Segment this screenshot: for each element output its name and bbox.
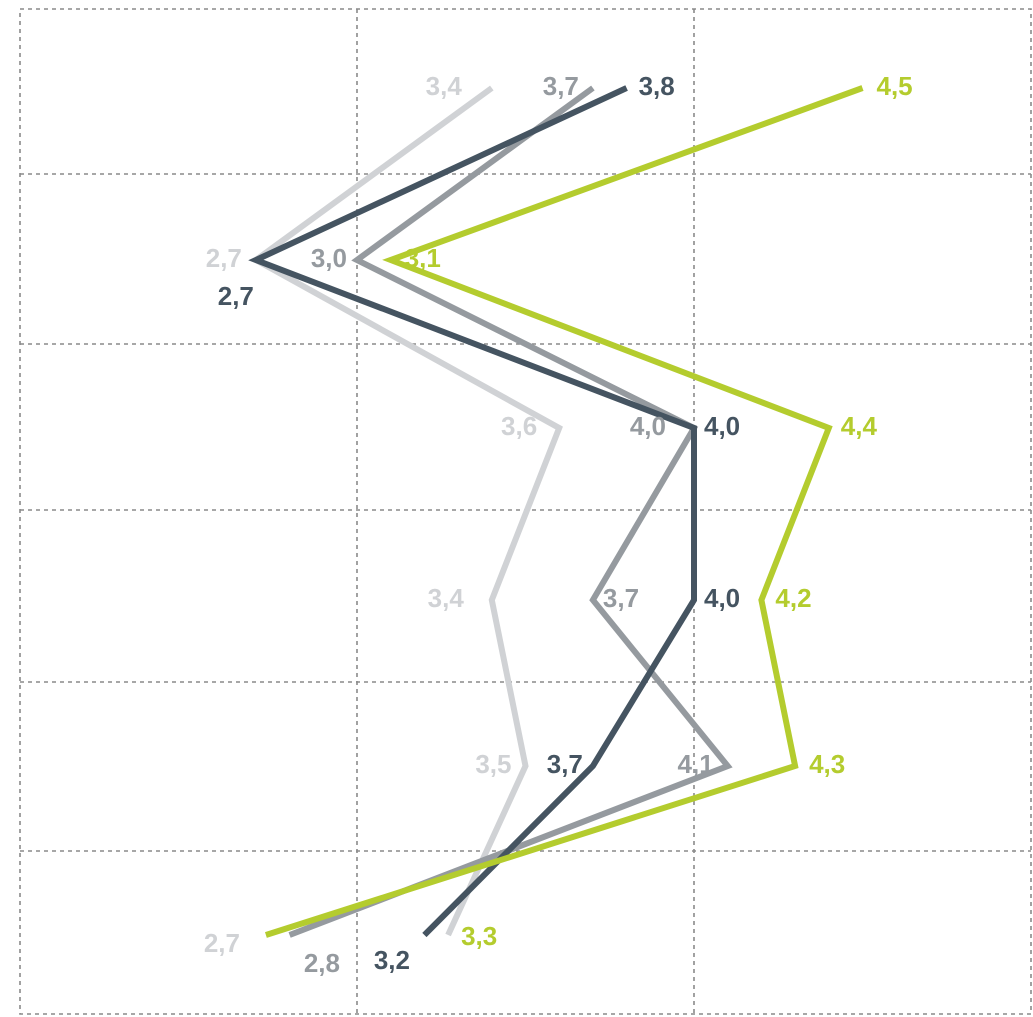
series-line-4 bbox=[264, 85, 864, 938]
data-label: 3,4 bbox=[428, 583, 465, 613]
data-label: 4,1 bbox=[678, 749, 714, 779]
data-label: 3,7 bbox=[603, 583, 639, 613]
data-label: 2,7 bbox=[218, 281, 254, 311]
data-label: 2,7 bbox=[206, 243, 242, 273]
data-label: 4,0 bbox=[704, 411, 740, 441]
data-labels: 3,4 2,7 3,6 3,4 3,5 2,7 3,7 3,0 4,0 3,7 4,1 2,8 3,8 2… bbox=[204, 71, 913, 978]
data-label: 3,8 bbox=[639, 71, 675, 101]
series-line-1 bbox=[250, 85, 563, 937]
data-label: 2,8 bbox=[304, 948, 340, 978]
data-label: 2,7 bbox=[204, 928, 240, 958]
data-label: 4,3 bbox=[809, 749, 845, 779]
data-label: 3,3 bbox=[461, 921, 497, 951]
data-label: 3,6 bbox=[501, 411, 537, 441]
data-label: 4,0 bbox=[630, 411, 666, 441]
grid-frame bbox=[19, 8, 1032, 1015]
data-label: 3,7 bbox=[543, 71, 579, 101]
series-lines bbox=[248, 85, 864, 938]
data-label: 4,4 bbox=[841, 411, 878, 441]
data-label: 3,4 bbox=[426, 71, 463, 101]
data-label: 3,2 bbox=[374, 945, 410, 975]
data-label: 4,5 bbox=[877, 71, 913, 101]
data-label: 3,1 bbox=[405, 243, 441, 273]
series-line-2 bbox=[288, 85, 733, 938]
data-label: 3,5 bbox=[475, 749, 511, 779]
series-line-3 bbox=[248, 85, 697, 938]
data-label: 3,0 bbox=[311, 243, 347, 273]
grid bbox=[19, 8, 1032, 1015]
data-label: 4,2 bbox=[775, 583, 811, 613]
data-label: 3,7 bbox=[547, 749, 583, 779]
data-label: 4,0 bbox=[704, 583, 740, 613]
